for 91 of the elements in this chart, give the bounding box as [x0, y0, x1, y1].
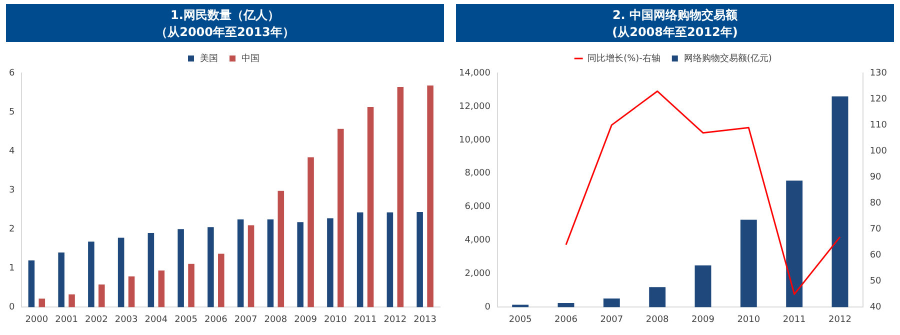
bar [416, 212, 423, 308]
y-tick-label: 14,000 [458, 68, 491, 78]
bar [367, 106, 374, 308]
y-tick-label: 0 [8, 302, 15, 313]
x-tick-label: 2005 [508, 314, 532, 325]
bar [649, 287, 666, 308]
bar [308, 157, 314, 308]
bar [397, 87, 404, 308]
y-tick-label: 6 [8, 68, 15, 78]
x-tick-label: 2007 [600, 314, 624, 325]
y-tick-label: 0 [484, 302, 491, 313]
x-tick-label: 2006 [204, 314, 228, 325]
y2-tick-label: 100 [870, 146, 888, 156]
y2-tick-label: 130 [870, 68, 888, 78]
y-tick-label: 10,000 [458, 135, 491, 146]
bar [603, 298, 620, 308]
x-tick-label: 2012 [828, 314, 852, 325]
legend-label: 中国 [242, 52, 260, 64]
bar [237, 219, 244, 308]
x-tick-label: 2002 [84, 314, 108, 325]
bar [148, 233, 154, 308]
y-tick-label: 12,000 [458, 102, 491, 112]
bar [338, 128, 344, 308]
legend-label: 同比增长(%)-右轴 [588, 52, 660, 64]
y2-tick-label: 120 [870, 94, 888, 104]
bar [128, 276, 135, 308]
bar [158, 270, 165, 308]
y-tick-label: 3 [8, 185, 15, 196]
bar [118, 238, 124, 308]
chart-subtitle: （从2000年至2013年） [154, 24, 296, 41]
bar [28, 260, 35, 308]
bar [832, 96, 848, 308]
bar [188, 264, 194, 308]
x-tick-label: 2000 [25, 314, 48, 325]
y-tick-label: 4 [8, 146, 15, 156]
y2-tick-label: 80 [870, 198, 882, 208]
x-tick-label: 2006 [554, 314, 578, 325]
x-tick-label: 2013 [414, 314, 437, 325]
bar [178, 229, 184, 308]
bar [356, 212, 364, 308]
y2-tick-label: 40 [870, 302, 882, 313]
y-tick-label: 5 [8, 107, 15, 118]
x-tick-label: 2009 [294, 314, 318, 325]
legend-label: 网络购物交易额(亿元) [684, 52, 772, 64]
bar [38, 298, 46, 308]
y2-tick-label: 60 [870, 250, 882, 260]
bar [267, 219, 274, 308]
x-tick-label: 2001 [55, 314, 78, 325]
x-tick-label: 2011 [782, 314, 806, 325]
y2-tick-label: 90 [870, 172, 882, 182]
bar [278, 190, 284, 308]
bar [218, 254, 224, 308]
bar [58, 252, 64, 308]
bar [740, 220, 757, 308]
bar [68, 294, 75, 308]
bar [297, 222, 304, 308]
x-tick-label: 2005 [174, 314, 198, 325]
y-tick-label: 2 [8, 224, 15, 234]
bar [208, 227, 214, 308]
bar [427, 85, 434, 308]
y2-tick-label: 50 [870, 276, 882, 287]
x-tick-label: 2011 [354, 314, 377, 325]
bar [786, 180, 803, 308]
y2-tick-label: 110 [870, 120, 888, 130]
y-tick-label: 6,000 [464, 202, 491, 212]
y-tick-label: 4,000 [464, 236, 491, 246]
y-tick-label: 8,000 [464, 168, 491, 179]
legend-label: 美国 [200, 52, 218, 64]
chart-title: 2. 中国网络购物交易额 [611, 7, 739, 24]
bar [386, 212, 394, 308]
bar [694, 265, 712, 308]
x-tick-label: 2010 [737, 314, 760, 325]
chart-title: 1.网民数量（亿人） [170, 7, 280, 24]
y2-tick-label: 70 [870, 224, 882, 234]
x-tick-label: 2007 [234, 314, 258, 325]
bar [88, 242, 94, 308]
y-tick-label: 1 [8, 264, 15, 274]
bar [327, 218, 334, 308]
x-tick-label: 2010 [324, 314, 348, 325]
x-tick-label: 2008 [646, 314, 670, 325]
y-tick-label: 2,000 [464, 269, 491, 280]
x-tick-label: 2003 [114, 314, 138, 325]
bar [248, 225, 254, 308]
bar [558, 303, 574, 308]
x-tick-label: 2012 [384, 314, 407, 325]
bar [512, 304, 529, 308]
x-tick-label: 2004 [144, 314, 168, 325]
chart-subtitle: (从2008年至2012年) [611, 24, 739, 41]
x-tick-label: 2008 [264, 314, 288, 325]
bar [98, 284, 105, 308]
x-tick-label: 2009 [692, 314, 715, 325]
